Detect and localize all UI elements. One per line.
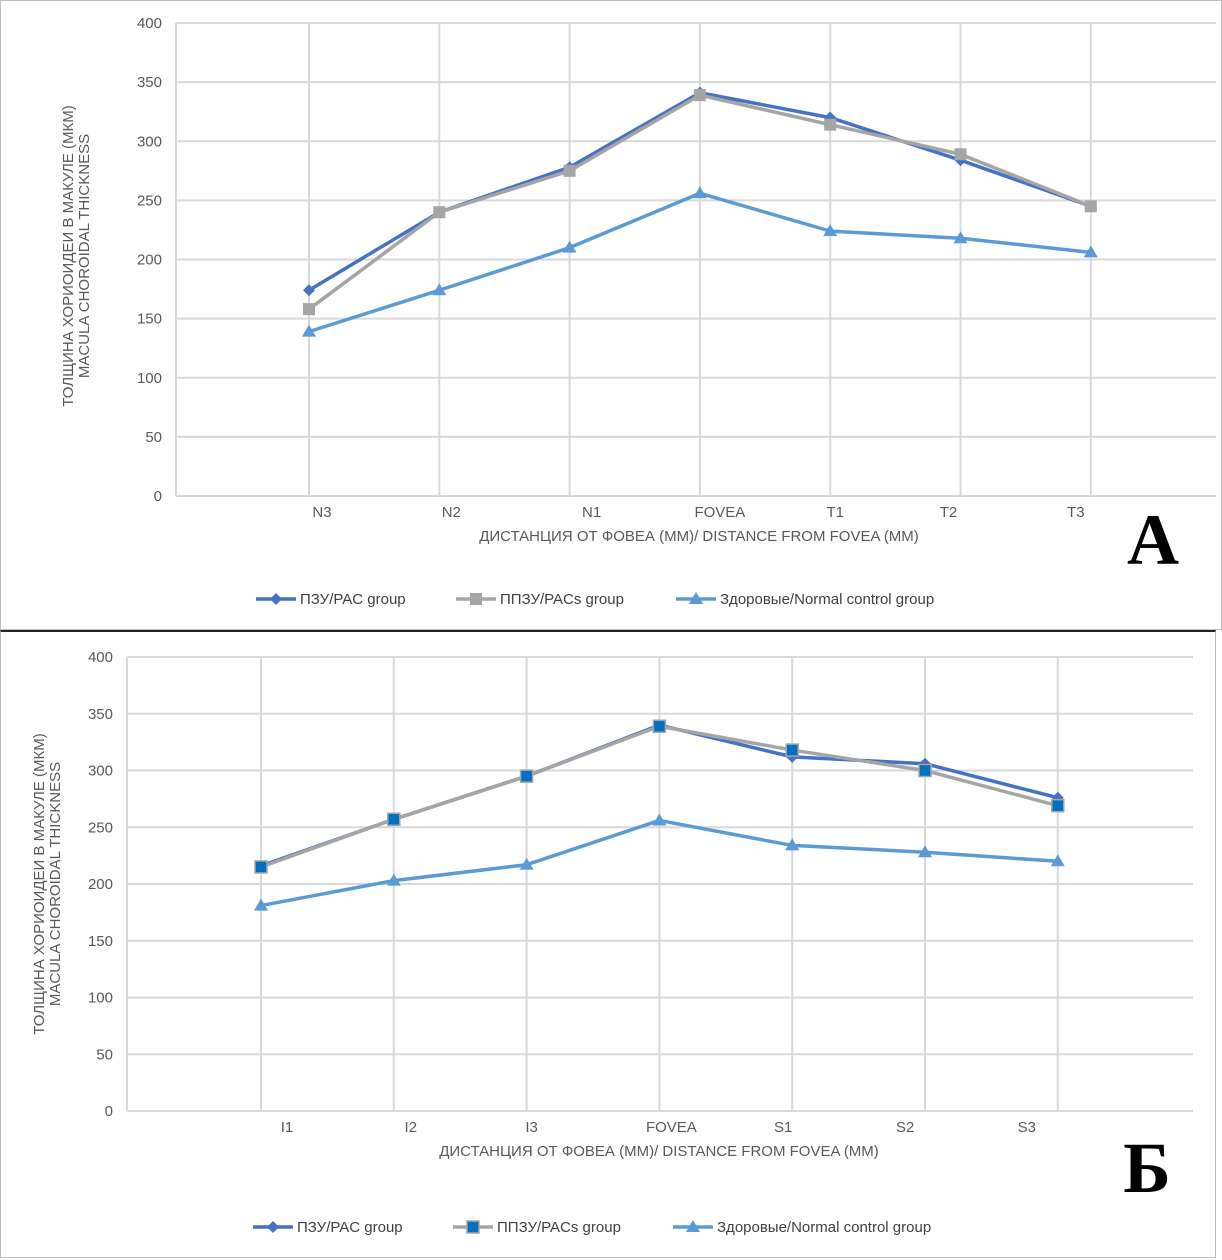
chart-panel-a: 0 50 100 150 200 250 300 350 400 N3 N2 N1 FOVEA T1 T2 T… [0, 0, 1222, 630]
series-3-markers [254, 813, 1065, 911]
data-point [785, 838, 800, 851]
x-tick-label: T2 [940, 504, 958, 521]
series-2-markers [303, 89, 1097, 316]
y-tick-label: 100 [88, 990, 113, 1007]
x-axis-title: ДИСТАНЦИЯ ОТ ФОВЕА (ММ)/ DISTANCE FROM F… [479, 528, 919, 545]
y-tick-label: 150 [137, 311, 162, 328]
x-tick-label: I1 [281, 1119, 294, 1136]
y-tick-label: 350 [137, 74, 162, 91]
panel-letter: А [1127, 500, 1179, 580]
legend-item: Здоровые/Normal control group [673, 1219, 931, 1236]
data-point [1084, 200, 1097, 213]
x-tick-label: T3 [1067, 504, 1085, 521]
y-tick-label: 50 [145, 429, 162, 446]
x-tick-label: FOVEA [646, 1119, 697, 1136]
legend: ПЗУ/PAC group ППЗУ/PACs group Здоровые/Nor… [256, 591, 934, 608]
chart-a-svg: 0 50 100 150 200 250 300 350 400 N3 N2 N1 FOVEA T1 T2 T… [60, 15, 1216, 608]
y-tick-label: 250 [88, 819, 113, 836]
legend-marker-icon [689, 592, 703, 604]
data-point [693, 89, 706, 102]
data-point [824, 118, 837, 131]
legend-item: ПЗУ/PAC group [256, 591, 406, 608]
data-point [386, 873, 401, 886]
data-point [918, 763, 932, 778]
y-tick-label: 0 [105, 1103, 113, 1120]
y-axis-title-line1: ТОЛЩИНА ХОРИОИДЕИ В МАКУЛЕ (МКМ) [31, 733, 48, 1035]
y-tick-label: 50 [96, 1046, 113, 1063]
legend-label: Здоровые/Normal control group [720, 591, 934, 608]
data-point [1051, 798, 1065, 813]
data-point [954, 148, 967, 161]
x-tick-label: N1 [582, 504, 601, 521]
data-point [519, 857, 534, 870]
data-point [692, 186, 707, 199]
x-tick-label: S2 [896, 1119, 914, 1136]
legend: ПЗУ/PAC group ППЗУ/PACs group Здоровые/Nor… [253, 1219, 931, 1236]
y-tick-label: 400 [88, 649, 113, 666]
y-tick-label: 350 [88, 706, 113, 723]
data-point [652, 813, 667, 826]
y-tick-label: 150 [88, 933, 113, 950]
legend-item: ППЗУ/PACs group [456, 591, 624, 608]
data-point [303, 284, 315, 297]
x-axis-title: ДИСТАНЦИЯ ОТ ФОВЕА (ММ)/ DISTANCE FROM F… [439, 1143, 879, 1160]
legend-label: ПЗУ/PAC group [300, 591, 406, 608]
legend-item: Здоровые/Normal control group [676, 591, 934, 608]
chart-b-svg: 0 50 100 150 200 250 300 350 400 I1 I2 I3 FOVEA S1 S2 S… [31, 649, 1193, 1236]
data-point [918, 845, 932, 858]
y-tick-label: 300 [137, 133, 162, 150]
legend-marker-icon [466, 1220, 480, 1234]
data-point [1050, 854, 1065, 867]
data-point [823, 224, 838, 237]
data-point [563, 164, 576, 177]
data-point [302, 324, 316, 337]
y-axis-title-line2: MACULA CHOROIDAL THICKNESS [76, 134, 93, 378]
y-tick-label: 300 [88, 763, 113, 780]
data-point [652, 719, 667, 733]
legend-marker-icon [270, 593, 282, 605]
legend-item: ППЗУ/PACs group [453, 1219, 621, 1236]
x-tick-label: S1 [774, 1119, 792, 1136]
data-point [1083, 245, 1098, 258]
y-tick-label: 200 [88, 876, 113, 893]
x-tick-label: N2 [442, 504, 461, 521]
legend-item: ПЗУ/PAC group [253, 1219, 403, 1236]
x-tick-label: I2 [405, 1119, 418, 1136]
data-point [432, 283, 447, 296]
y-tick-label: 200 [137, 252, 162, 269]
data-point [303, 303, 315, 316]
y-axis-title-line2: MACULA CHOROIDAL THICKNESS [47, 762, 64, 1006]
legend-marker-icon [470, 593, 482, 605]
data-point [254, 898, 268, 911]
data-point [519, 769, 534, 783]
y-tick-label: 400 [137, 15, 162, 32]
data-point [562, 240, 577, 253]
legend-label: Здоровые/Normal control group [717, 1219, 931, 1236]
y-tick-label: 100 [137, 370, 162, 387]
series-2-markers [254, 719, 1065, 874]
panel-letter: Б [1123, 1128, 1171, 1208]
x-tick-label: T1 [826, 504, 844, 521]
y-axis-title-line1: ТОЛЩИНА ХОРИОИДЕИ В МАКУЛЕ (МКМ) [60, 105, 77, 407]
legend-marker-icon [686, 1220, 700, 1232]
x-tick-label: FOVEA [694, 504, 745, 521]
series-3-markers [302, 186, 1098, 337]
x-tick-label: S3 [1018, 1119, 1036, 1136]
y-tick-label: 0 [154, 488, 162, 505]
legend-label: ППЗУ/PACs group [497, 1219, 621, 1236]
y-tick-label: 250 [137, 192, 162, 209]
data-point [785, 743, 799, 757]
legend-marker-icon [267, 1221, 279, 1233]
data-point [254, 860, 268, 874]
data-point [387, 812, 401, 827]
data-point [433, 206, 446, 219]
data-point [953, 231, 968, 244]
x-tick-label: N3 [312, 504, 331, 521]
legend-label: ПЗУ/PAC group [297, 1219, 403, 1236]
x-tick-label: I3 [525, 1119, 538, 1136]
legend-label: ППЗУ/PACs group [500, 591, 624, 608]
chart-panel-b: 0 50 100 150 200 250 300 350 400 I1 I2 I3 FOVEA S1 S2 S… [0, 630, 1216, 1258]
